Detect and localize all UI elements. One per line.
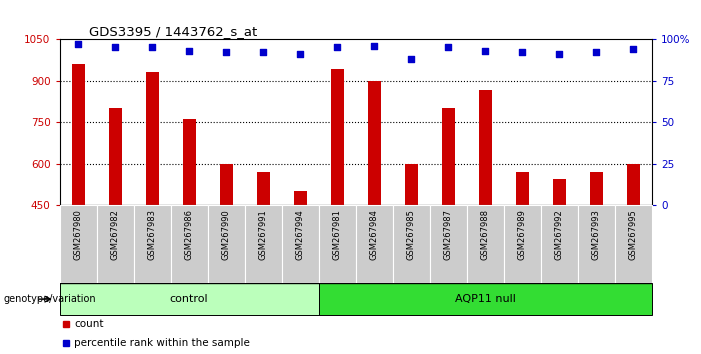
Text: percentile rank within the sample: percentile rank within the sample	[74, 338, 250, 348]
Point	[109, 45, 121, 50]
Point	[443, 45, 454, 50]
Bar	[590, 172, 603, 205]
Text: GSM267983: GSM267983	[148, 209, 156, 260]
Bar	[553, 179, 566, 205]
Bar	[282, 205, 319, 283]
Text: GSM267995: GSM267995	[629, 209, 638, 260]
Point	[479, 48, 491, 53]
Bar	[257, 172, 270, 205]
Text: GSM267990: GSM267990	[222, 209, 231, 260]
Bar	[615, 205, 652, 283]
Point	[72, 41, 83, 47]
Text: GSM267982: GSM267982	[111, 209, 120, 260]
Text: GSM267992: GSM267992	[555, 209, 564, 260]
Bar	[170, 205, 207, 283]
Text: count: count	[74, 319, 104, 329]
Bar	[60, 283, 319, 315]
Point	[294, 51, 306, 57]
Text: AQP11 null: AQP11 null	[455, 294, 516, 304]
Bar	[109, 108, 121, 205]
Text: GSM267980: GSM267980	[74, 209, 83, 260]
Bar	[207, 205, 245, 283]
Point	[221, 50, 232, 55]
Point	[591, 50, 602, 55]
Bar	[430, 205, 467, 283]
Point	[554, 51, 565, 57]
Bar	[134, 205, 170, 283]
Bar	[319, 205, 355, 283]
Text: GSM267989: GSM267989	[518, 209, 527, 260]
Bar	[467, 205, 504, 283]
Point	[184, 48, 195, 53]
Bar	[319, 283, 652, 315]
Point	[517, 50, 528, 55]
Bar	[72, 64, 85, 205]
Bar	[479, 90, 492, 205]
Bar	[404, 164, 418, 205]
Point	[369, 43, 380, 48]
Bar	[355, 205, 393, 283]
Bar	[504, 205, 541, 283]
Text: GSM267993: GSM267993	[592, 209, 601, 260]
Point	[257, 50, 268, 55]
Bar	[331, 69, 343, 205]
Bar	[219, 164, 233, 205]
Bar	[627, 164, 640, 205]
Text: GSM267981: GSM267981	[333, 209, 342, 260]
Text: control: control	[170, 294, 208, 304]
Point	[147, 45, 158, 50]
Text: GSM267984: GSM267984	[369, 209, 379, 260]
Bar	[183, 119, 196, 205]
Text: GSM267991: GSM267991	[259, 209, 268, 260]
Bar	[245, 205, 282, 283]
Point	[406, 56, 417, 62]
Text: genotype/variation: genotype/variation	[4, 294, 96, 304]
Bar	[146, 72, 158, 205]
Text: GSM267985: GSM267985	[407, 209, 416, 260]
Text: GSM267994: GSM267994	[296, 209, 305, 260]
Bar	[368, 80, 381, 205]
Text: GDS3395 / 1443762_s_at: GDS3395 / 1443762_s_at	[89, 25, 257, 38]
Bar	[578, 205, 615, 283]
Bar	[516, 172, 529, 205]
Bar	[294, 192, 307, 205]
Bar	[97, 205, 134, 283]
Text: GSM267986: GSM267986	[184, 209, 193, 260]
Bar	[442, 108, 455, 205]
Bar	[393, 205, 430, 283]
Bar	[60, 205, 97, 283]
Point	[628, 46, 639, 52]
Text: GSM267988: GSM267988	[481, 209, 490, 260]
Point	[332, 45, 343, 50]
Bar	[541, 205, 578, 283]
Text: GSM267987: GSM267987	[444, 209, 453, 260]
